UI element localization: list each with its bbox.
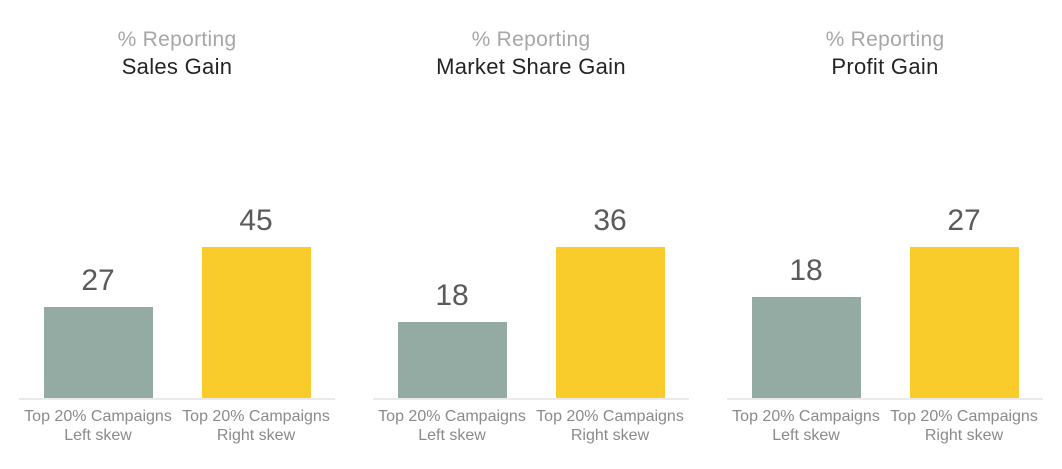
category-label-line2: Right skew [216,427,296,445]
bar-group-left-skew: 27 [19,266,177,398]
chart-title-main: Profit Gain [831,54,939,80]
bar-right-skew [201,247,311,398]
bar-group-right-skew: 45 [177,206,335,398]
category-label-right-skew: Top 20% Campaigns Right skew [885,407,1043,445]
category-labels: Top 20% Campaigns Left skew Top 20% Camp… [727,407,1043,445]
bar-value-label: 36 [593,204,627,237]
bar-right-skew [909,247,1019,398]
bar-value-label: 45 [239,204,273,237]
category-label-line1: Top 20% Campaigns [24,408,172,425]
bar-left-skew [397,322,507,398]
category-labels: Top 20% Campaigns Left skew Top 20% Camp… [19,407,335,445]
chart-title-sub: % Reporting [117,28,237,51]
category-label-line1: Top 20% Campaigns [732,408,880,425]
chart-title: % Reporting Sales Gain [0,27,354,81]
chart-title-main: Sales Gain [121,54,233,80]
category-label-line2: Left skew [418,427,486,445]
category-label-right-skew: Top 20% Campaigns Right skew [531,407,689,445]
plot-area: 18 36 [373,206,689,400]
bar-value-label: 18 [435,279,469,312]
category-label-line1: Top 20% Campaigns [182,408,330,425]
chart-title: % Reporting Market Share Gain [354,27,708,81]
bar-right-skew [555,247,665,398]
bar-group-right-skew: 36 [531,206,689,398]
category-labels: Top 20% Campaigns Left skew Top 20% Camp… [373,407,689,445]
plot-area: 27 45 [19,206,335,400]
chart-title-main: Market Share Gain [436,54,626,80]
category-label-line1: Top 20% Campaigns [890,408,1038,425]
category-label-line2: Left skew [772,427,840,445]
chart-profit-gain: % Reporting Profit Gain 18 27 Top 20% Ca… [708,0,1062,469]
bar-value-label: 27 [947,204,981,237]
category-label-left-skew: Top 20% Campaigns Left skew [727,407,885,445]
bar-group-left-skew: 18 [373,281,531,398]
bar-value-label: 18 [789,254,823,287]
chart-title: % Reporting Profit Gain [708,27,1062,81]
category-label-line2: Right skew [570,427,650,445]
chart-market-share-gain: % Reporting Market Share Gain 18 36 Top … [354,0,708,469]
category-label-left-skew: Top 20% Campaigns Left skew [19,407,177,445]
bar-group-right-skew: 27 [885,206,1043,398]
category-label-left-skew: Top 20% Campaigns Left skew [373,407,531,445]
category-label-line2: Right skew [924,427,1004,445]
chart-title-sub: % Reporting [825,28,945,51]
chart-title-sub: % Reporting [471,28,591,51]
category-label-line1: Top 20% Campaigns [378,408,526,425]
category-label-line1: Top 20% Campaigns [536,408,684,425]
chart-sales-gain: % Reporting Sales Gain 27 45 Top 20% Cam… [0,0,354,469]
category-label-right-skew: Top 20% Campaigns Right skew [177,407,335,445]
bar-group-left-skew: 18 [727,256,885,398]
plot-area: 18 27 [727,206,1043,400]
bar-left-skew [43,307,153,398]
category-label-line2: Left skew [64,427,132,445]
bar-left-skew [751,297,861,398]
bar-value-label: 27 [81,264,115,297]
